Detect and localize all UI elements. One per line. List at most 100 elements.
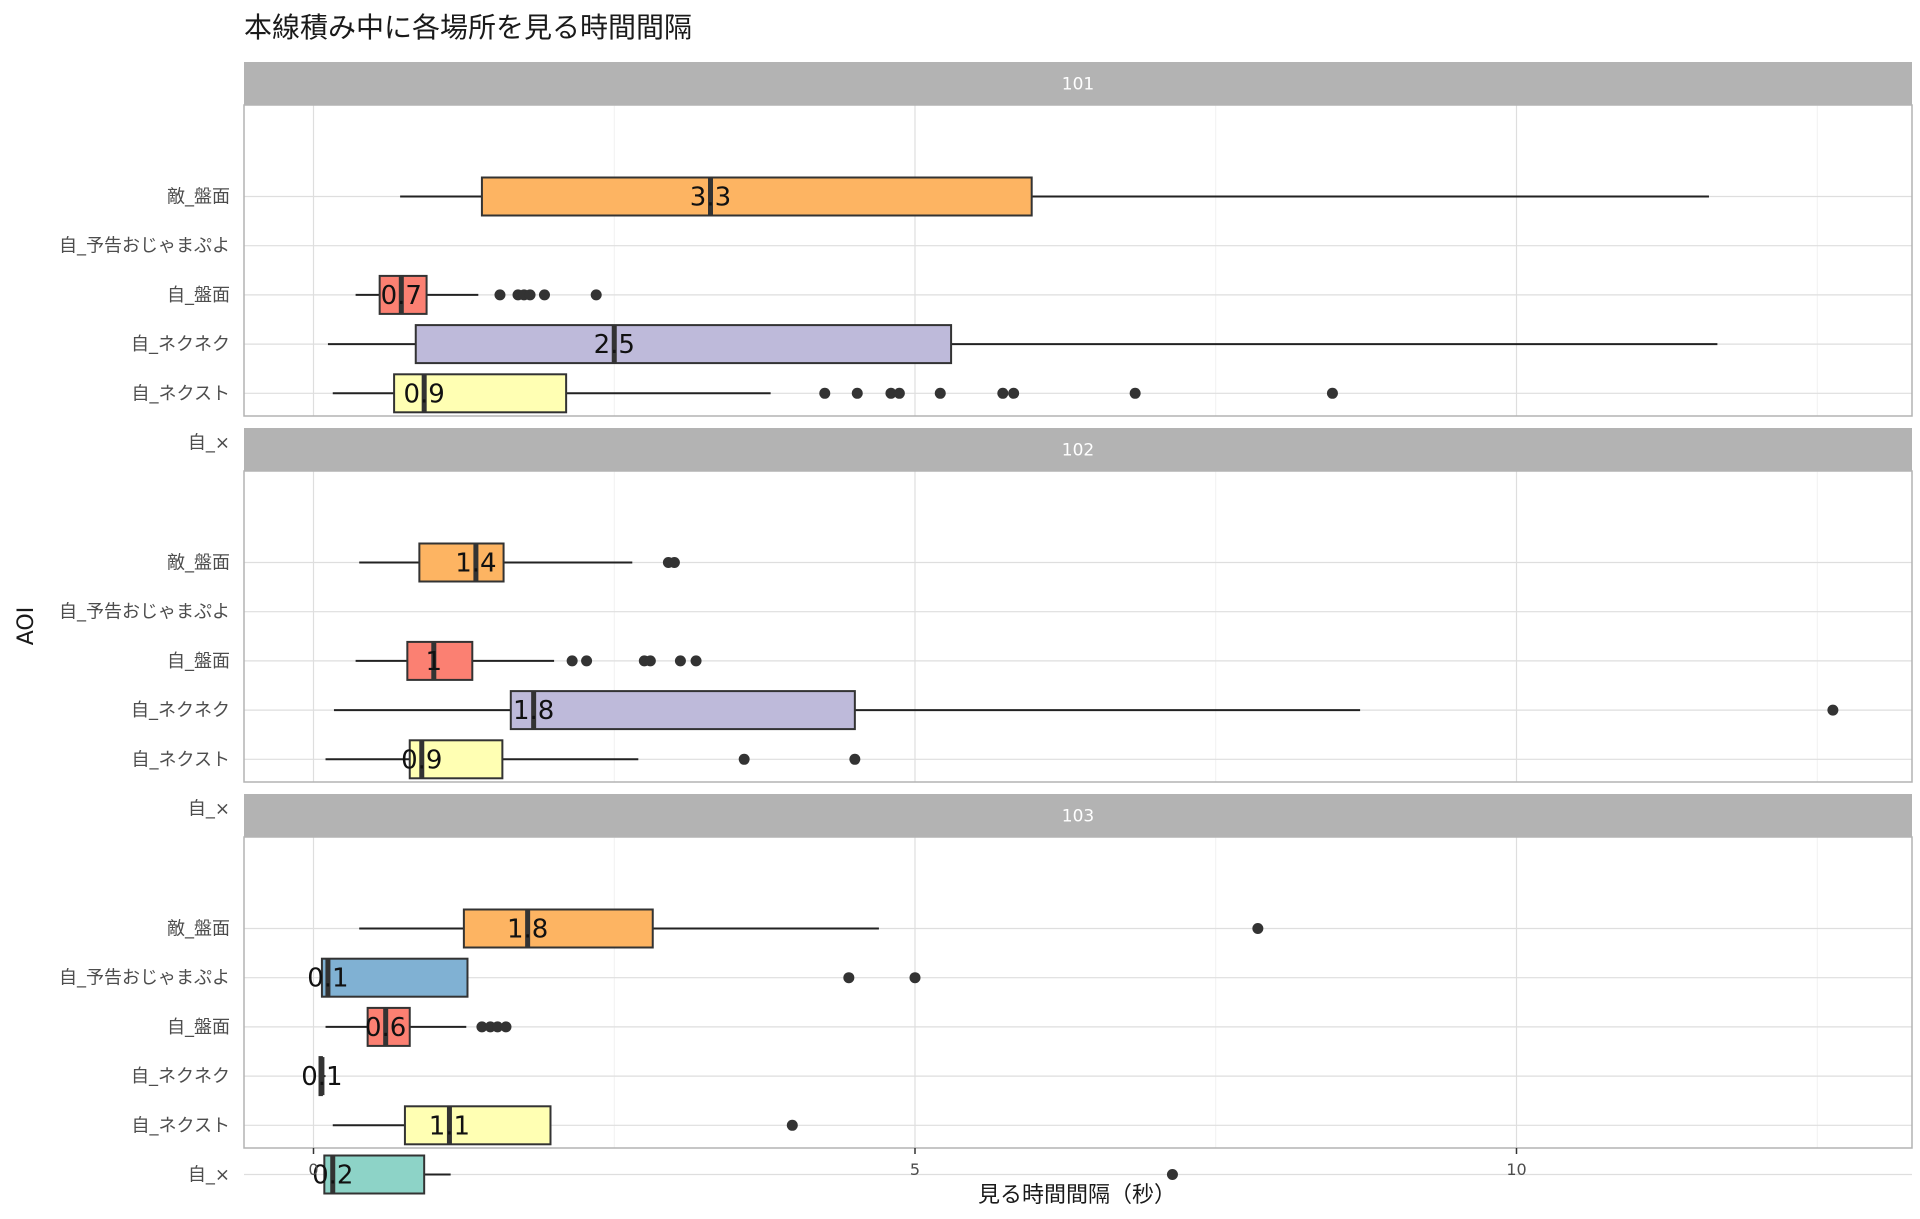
y-tick-label: 自_盤面 <box>167 1017 230 1038</box>
panel-border <box>243 104 1913 417</box>
box-rect <box>403 1105 552 1146</box>
outlier-point <box>590 289 602 301</box>
box-rect <box>320 957 469 998</box>
facet-strip <box>244 62 1912 105</box>
outlier-point <box>668 557 680 568</box>
facet-panel-102: 102敵_盤面自_予告おじゃまぷよ自_盤面自_ネクネク自_ネクスト自_×1.41… <box>59 428 1913 820</box>
box-自_ネクネク: 1.8 <box>333 690 1839 731</box>
outlier-point <box>500 1021 512 1033</box>
outlier-point <box>566 655 578 667</box>
y-tick-label: 敵_盤面 <box>167 187 230 208</box>
y-tick-label: 自_予告おじゃまぷよ <box>59 968 230 989</box>
box-rect <box>509 690 856 731</box>
outlier-point <box>1166 1169 1178 1180</box>
outlier-point <box>1008 387 1020 399</box>
outlier-point <box>644 655 656 667</box>
box-rect <box>418 542 505 583</box>
y-tick-label: 自_× <box>188 799 230 820</box>
y-tick-label: 自_盤面 <box>167 651 230 672</box>
y-tick-label: 自_ネクスト <box>132 1115 230 1136</box>
y-tick-label: 自_ネクスト <box>132 383 230 404</box>
median-label: 1.8 <box>507 915 548 945</box>
box-自_盤面: 0.7 <box>355 274 602 315</box>
box-自_ネクネク: 0.1 <box>301 1056 343 1097</box>
median-label: 0.6 <box>365 1013 406 1043</box>
box-rect <box>408 739 504 780</box>
outlier-point <box>1326 387 1338 399</box>
median-label: 1.4 <box>455 549 496 579</box>
y-tick-label: 自_ネクネク <box>131 700 230 721</box>
outlier-point <box>524 289 536 301</box>
chart-title: 本線積み中に各場所を見る時間間隔 <box>244 11 692 44</box>
x-tick-label: 0 <box>308 1160 318 1179</box>
median-label: 0.9 <box>403 379 444 409</box>
box-自_ネクスト: 1.1 <box>332 1105 798 1146</box>
facet-strip-label: 101 <box>1062 75 1094 95</box>
outlier-point <box>851 387 863 399</box>
box-rect <box>366 1006 411 1047</box>
y-axis-title: AOI <box>14 607 39 645</box>
outlier-point <box>934 387 946 399</box>
facet-strip <box>244 428 1912 471</box>
facet-panels: 101敵_盤面自_予告おじゃまぷよ自_盤面自_ネクネク自_ネクスト自_×3.30… <box>59 62 1913 1195</box>
median-label: 3.3 <box>690 183 731 213</box>
y-tick-label: 自_ネクスト <box>132 749 230 770</box>
outlier-point <box>1252 923 1264 934</box>
panel-border <box>243 470 1913 783</box>
box-敵_盤面: 1.8 <box>359 908 1264 949</box>
box-自_盤面: 0.6 <box>325 1006 512 1047</box>
outlier-point <box>893 387 905 399</box>
x-axis: 0 5 10 <box>308 1148 1527 1179</box>
median-label: 0.1 <box>301 1062 342 1092</box>
box-rect <box>480 176 1033 217</box>
median-label: 0.1 <box>307 964 348 994</box>
outlier-point <box>476 1021 488 1033</box>
y-tick-label: 自_予告おじゃまぷよ <box>59 602 230 623</box>
outlier-point <box>849 753 861 765</box>
median-label: 1.1 <box>429 1111 470 1141</box>
outlier-point <box>538 289 550 301</box>
y-tick-label: 敵_盤面 <box>167 919 230 940</box>
outlier-point <box>674 655 686 667</box>
y-tick-label: 自_予告おじゃまぷよ <box>59 236 230 257</box>
median-label: 2.5 <box>594 330 635 360</box>
outlier-point <box>1129 387 1141 399</box>
outlier-point <box>492 1021 504 1033</box>
x-tick-label: 10 <box>1506 1160 1526 1179</box>
y-tick-label: 自_ネクネク <box>131 334 230 355</box>
box-敵_盤面: 1.4 <box>359 542 680 583</box>
outlier-point <box>1827 704 1839 716</box>
box-rect <box>406 640 474 681</box>
median-label: 1.8 <box>513 696 554 726</box>
outlier-point <box>909 972 921 984</box>
box-rect <box>462 908 654 949</box>
outlier-point <box>581 655 593 667</box>
outlier-point <box>819 387 831 399</box>
box-自_予告おじゃまぷよ: 0.1 <box>307 957 921 998</box>
outlier-point <box>786 1119 798 1131</box>
box-自_ネクスト: 0.9 <box>325 739 861 780</box>
median-label: 0.2 <box>312 1161 353 1191</box>
y-tick-label: 自_盤面 <box>167 285 230 306</box>
median-label: 0.9 <box>401 745 442 775</box>
y-tick-label: 自_× <box>188 1165 230 1186</box>
outlier-point <box>997 387 1009 399</box>
box-自_盤面: 1 <box>355 640 702 681</box>
box-rect <box>414 324 953 365</box>
box-自_ネクネク: 2.5 <box>327 324 1718 365</box>
box-自_ネクスト: 0.9 <box>332 373 1338 414</box>
y-tick-label: 自_ネクネク <box>131 1066 230 1087</box>
y-tick-label: 自_× <box>188 433 230 454</box>
box-rect <box>323 1154 426 1195</box>
median-label: 0.7 <box>381 281 422 311</box>
outlier-point <box>690 655 702 667</box>
facet-strip-label: 102 <box>1062 441 1094 461</box>
outlier-point <box>843 972 855 984</box>
x-tick-label: 5 <box>910 1160 920 1179</box>
facet-strip-label: 103 <box>1062 807 1094 827</box>
outlier-point <box>494 289 506 301</box>
box-敵_盤面: 3.3 <box>400 176 1709 217</box>
y-tick-label: 敵_盤面 <box>167 553 230 574</box>
